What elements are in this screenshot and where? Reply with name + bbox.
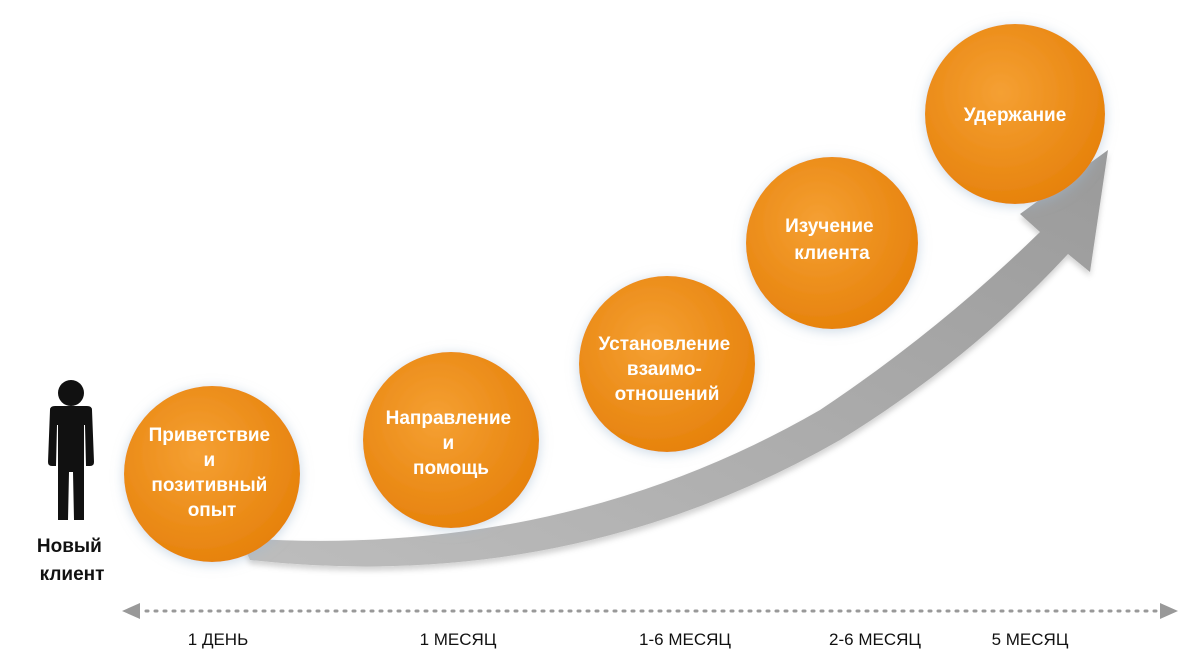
- stage-label: Изучение клиента: [785, 216, 879, 264]
- time-label: 2-6 МЕСЯЦ: [829, 630, 921, 649]
- timeline-labels: 1 ДЕНЬ 1 МЕСЯЦ 1-6 МЕСЯЦ 2-6 МЕСЯЦ 5 МЕС…: [188, 630, 1069, 649]
- stage-label: Направление и помощь: [386, 408, 517, 479]
- stage-4: Изучение клиента: [746, 157, 918, 329]
- person-silhouette-icon: [48, 380, 94, 520]
- timeline-right-arrowhead: [1160, 603, 1178, 619]
- stage-circle: [363, 352, 539, 528]
- stage-label: Удержание: [964, 105, 1067, 126]
- time-label: 1 МЕСЯЦ: [420, 630, 497, 649]
- stage-label: Приветствие и позитивный опыт: [149, 425, 276, 521]
- timeline-left-arrowhead: [122, 603, 140, 619]
- time-label: 5 МЕСЯЦ: [992, 630, 1069, 649]
- growth-arrow: [240, 150, 1108, 567]
- stage-5: Удержание: [925, 24, 1105, 204]
- stage-3: Установление взаимо- отношений: [579, 276, 755, 452]
- stage-circle: [925, 24, 1105, 204]
- person-label: Новый клиент: [37, 536, 107, 585]
- stage-1: Приветствие и позитивный опыт: [124, 386, 300, 562]
- stage-circle: [124, 386, 300, 562]
- timeline-axis: [122, 603, 1178, 619]
- stage-label: Установление взаимо- отношений: [599, 334, 736, 405]
- time-label: 1 ДЕНЬ: [188, 630, 248, 649]
- stage-2: Направление и помощь: [363, 352, 539, 528]
- stage-circle: [579, 276, 755, 452]
- time-label: 1-6 МЕСЯЦ: [639, 630, 731, 649]
- stage-circle: [746, 157, 918, 329]
